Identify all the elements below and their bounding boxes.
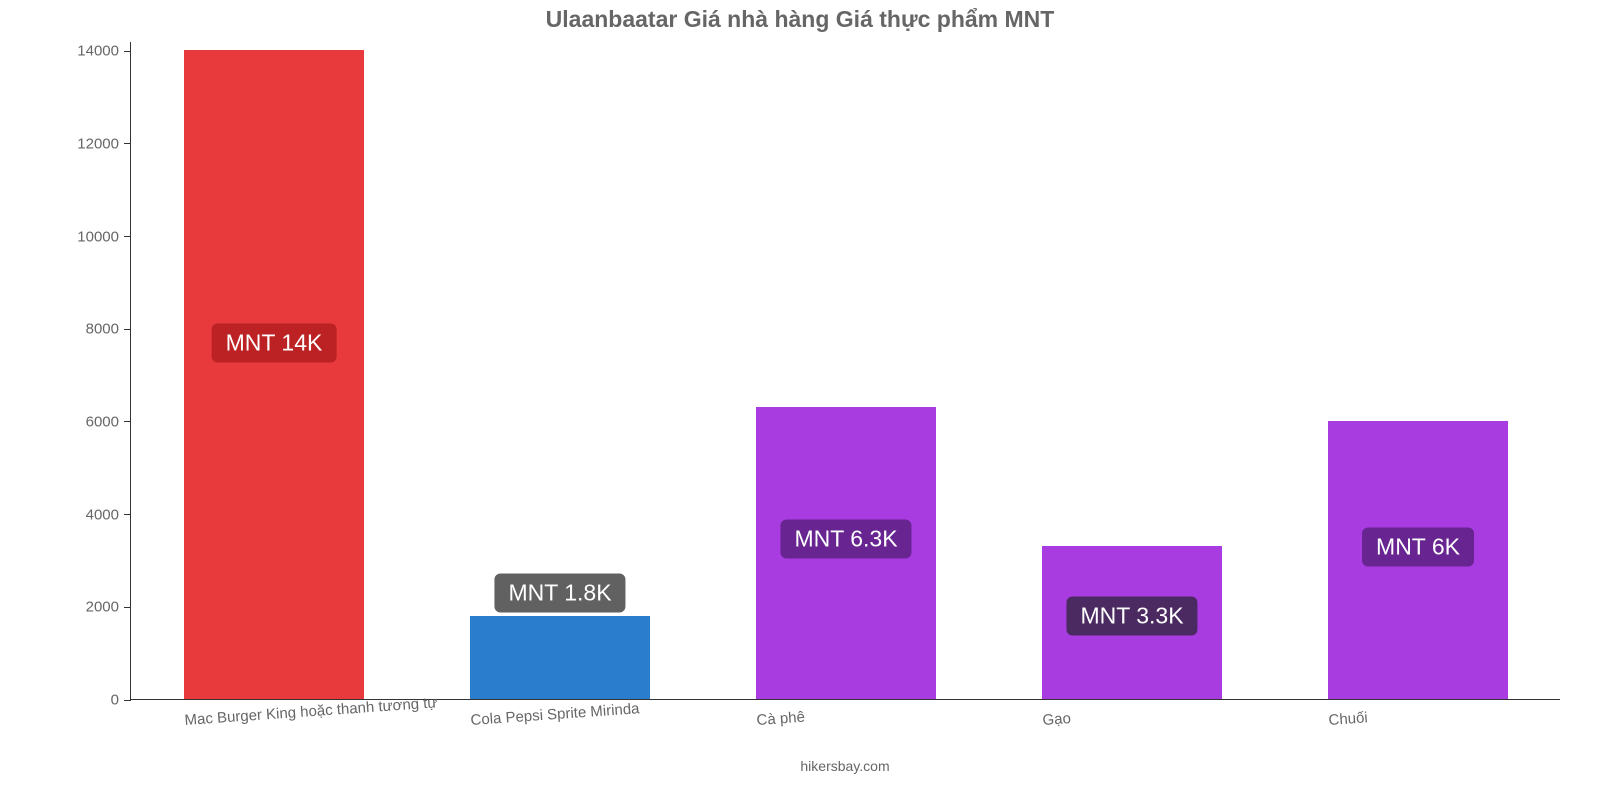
- bar-value-label: MNT 6K: [1362, 528, 1474, 567]
- chart-title: Ulaanbaatar Giá nhà hàng Giá thực phẩm M…: [0, 6, 1600, 33]
- y-tick-label: 14000: [77, 43, 131, 60]
- y-tick-label: 2000: [86, 599, 131, 616]
- x-axis-label: Cola Pepsi Sprite Mirinda: [470, 700, 640, 729]
- bar-value-label: MNT 6.3K: [780, 520, 911, 559]
- attribution-text: hikersbay.com: [800, 758, 889, 774]
- y-tick-label: 4000: [86, 506, 131, 523]
- price-bar: [184, 50, 364, 699]
- y-tick-label: 8000: [86, 321, 131, 338]
- x-axis-label: Cà phê: [756, 709, 805, 729]
- price-bar: [470, 616, 650, 699]
- y-tick-label: 12000: [77, 135, 131, 152]
- bar-value-label: MNT 1.8K: [494, 573, 625, 612]
- bar-value-label: MNT 14K: [212, 324, 337, 363]
- x-axis-label: Mac Burger King hoặc thanh tương tự: [184, 694, 438, 729]
- x-axis-label: Chuối: [1328, 709, 1368, 729]
- bar-value-label: MNT 3.3K: [1066, 596, 1197, 635]
- price-bar-chart: Ulaanbaatar Giá nhà hàng Giá thực phẩm M…: [0, 0, 1600, 800]
- x-axis-label: Gạo: [1042, 710, 1071, 729]
- y-tick-label: 0: [111, 692, 131, 709]
- y-tick-label: 6000: [86, 413, 131, 430]
- plot-area: 02000400060008000100001200014000MNT 14KM…: [130, 42, 1560, 700]
- y-tick-label: 10000: [77, 228, 131, 245]
